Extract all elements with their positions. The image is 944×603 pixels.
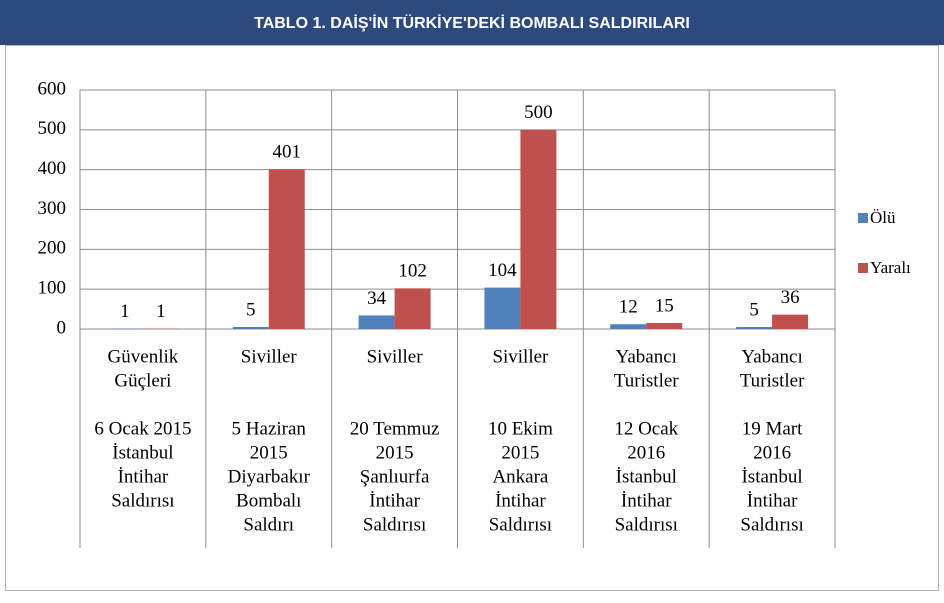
value-label: 401	[273, 142, 302, 163]
x-tick-label: Siviller	[492, 346, 549, 367]
y-tick-label: 500	[38, 118, 67, 139]
value-label: 102	[398, 261, 427, 282]
x-tick-label: Turistler	[740, 370, 805, 391]
x-tick-label: İstanbul	[741, 466, 802, 487]
x-tick-label: Saldırısı	[740, 514, 803, 535]
x-tick-label: İntihar	[369, 490, 420, 511]
x-tick-label: Diyarbakır	[228, 466, 311, 487]
x-tick-label: İstanbul	[112, 442, 173, 463]
bar	[772, 314, 809, 329]
x-tick-label: Saldırısı	[111, 490, 174, 511]
x-tick-label: Yabancı	[616, 346, 677, 367]
x-tick-label: Şanlıurfa	[360, 466, 430, 487]
x-tick-label: Saldırısı	[489, 514, 552, 535]
value-label: 104	[488, 260, 517, 281]
x-tick-label: 6 Ocak 2015	[94, 418, 191, 439]
chart-title: TABLO 1. DAİŞ'İN TÜRKİYE'DEKİ BOMBALI SA…	[254, 13, 690, 32]
value-label: 12	[619, 297, 638, 318]
x-tick-label: İntihar	[118, 466, 169, 487]
x-tick-label: Güçleri	[114, 370, 171, 391]
x-tick-label: 5 Haziran	[232, 418, 307, 439]
x-tick-label: 2016	[753, 442, 791, 463]
x-tick-label: Saldırısı	[615, 514, 678, 535]
bar	[646, 323, 683, 329]
x-tick-label: İstanbul	[616, 466, 677, 487]
value-label: 5	[749, 299, 759, 320]
x-tick-label: 2015	[501, 442, 539, 463]
x-tick-label: İntihar	[621, 490, 672, 511]
value-label: 5	[246, 299, 256, 320]
x-tick-label: 2015	[376, 442, 414, 463]
bar	[394, 288, 431, 329]
y-tick-label: 200	[38, 238, 67, 259]
value-label: 15	[655, 295, 674, 316]
x-tick-label: Saldırı	[243, 514, 294, 535]
bar	[736, 327, 773, 329]
bar	[268, 169, 305, 329]
y-tick-label: 400	[38, 158, 67, 179]
value-label: 500	[524, 102, 553, 123]
legend-label: Yaralı	[870, 258, 911, 277]
y-tick-label: 300	[38, 198, 67, 219]
frame	[5, 45, 939, 591]
bar	[520, 129, 557, 329]
x-tick-label: İntihar	[747, 490, 798, 511]
legend-swatch	[858, 213, 868, 223]
x-tick-label: 10 Ekim	[488, 418, 553, 439]
bar	[358, 315, 395, 329]
value-label: 1	[156, 301, 166, 322]
x-tick-label: İntihar	[495, 490, 546, 511]
value-label: 34	[367, 288, 387, 309]
x-tick-label: Bombalı	[236, 490, 301, 511]
value-label: 36	[781, 287, 800, 308]
y-tick-label: 600	[38, 78, 67, 99]
y-tick-label: 0	[57, 317, 67, 338]
x-tick-label: Güvenlik	[108, 346, 179, 367]
bar	[484, 287, 521, 329]
x-tick-label: Yabancı	[741, 346, 802, 367]
bar	[232, 327, 269, 329]
x-tick-label: Turistler	[614, 370, 679, 391]
x-tick-label: Ankara	[492, 466, 548, 487]
x-tick-label: Siviller	[367, 346, 424, 367]
x-tick-label: 19 Mart	[742, 418, 803, 439]
x-tick-label: Saldırısı	[363, 514, 426, 535]
x-tick-label: 2016	[627, 442, 665, 463]
y-tick-label: 100	[38, 278, 67, 299]
x-tick-label: 2015	[250, 442, 288, 463]
legend-swatch	[858, 263, 868, 273]
bar	[610, 324, 647, 329]
value-label: 1	[120, 301, 130, 322]
x-tick-label: Siviller	[241, 346, 298, 367]
x-tick-label: 20 Temmuz	[350, 418, 440, 439]
x-tick-label: 12 Ocak	[614, 418, 678, 439]
header-bar	[0, 0, 944, 45]
legend-label: Ölü	[870, 208, 896, 227]
